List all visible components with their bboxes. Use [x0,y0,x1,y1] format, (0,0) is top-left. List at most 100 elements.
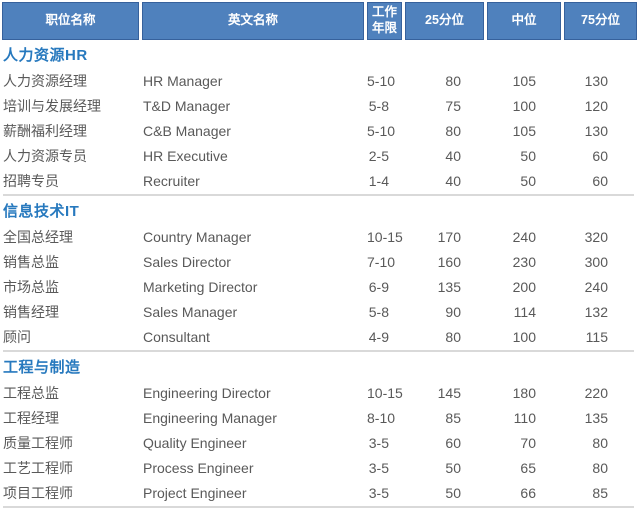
header-cell-p75: 75分位 [564,2,637,40]
cell-position-en: HR Executive [143,147,228,164]
cell-years: 3-5 [368,434,389,451]
section-1: 人力资源HR 人力资源经理 HR Manager 5-10 80 105 130 培训与发展经… [2,40,640,196]
cell-p75: 130 [584,122,608,139]
cell-median: 110 [513,409,536,426]
cell-position-en: T&D Manager [143,97,231,114]
cell-position-en: Project Engineer [143,484,247,501]
cell-p75: 135 [584,409,608,426]
cell-years: 10-15 [367,384,403,401]
cell-p25: 135 [437,278,461,295]
table-row: 市场总监 Marketing Director 6-9 135 200 240 [2,274,640,299]
section-2: 信息技术IT 全国总经理 Country Manager 10-15 170 240 320… [2,196,640,352]
cell-p25: 85 [445,409,461,426]
cell-p75: 132 [584,303,608,320]
table-row: 质量工程师 Quality Engineer 3-5 60 70 80 [2,430,640,455]
cell-years: 5-8 [368,97,389,114]
cell-p75: 220 [584,384,608,401]
cell-median: 230 [512,253,536,270]
cell-p75: 80 [592,434,608,451]
cell-position-cn: 质量工程师 [3,434,73,451]
cell-years: 2-5 [368,147,389,164]
table-row: 人力资源经理 HR Manager 5-10 80 105 130 [2,68,640,93]
table-body: 人力资源HR 人力资源经理 HR Manager 5-10 80 105 130 培训与发展经… [2,40,640,508]
table-row: 工程经理 Engineering Manager 8-10 85 110 135 [2,405,640,430]
cell-position-cn: 工程总监 [3,384,59,401]
table-row: 薪酬福利经理 C&B Manager 5-10 80 105 130 [2,118,640,143]
table-row: 项目工程师 Project Engineer 3-5 50 66 85 [2,480,640,505]
cell-median: 50 [520,147,536,164]
table-row: 销售总监 Sales Director 7-10 160 230 300 [2,249,640,274]
header-cell-p25: 25分位 [405,2,484,40]
section-title: 工程与制造 [3,358,81,376]
cell-p25: 75 [445,97,461,114]
cell-p75: 130 [584,72,608,89]
cell-median: 200 [512,278,536,295]
cell-median: 105 [512,72,536,89]
cell-p25: 80 [445,72,461,89]
section-divider [3,194,634,196]
header-cell-median: 中位 [487,2,561,40]
cell-years: 5-10 [367,72,396,89]
cell-years: 3-5 [368,459,389,476]
cell-years: 3-5 [368,484,389,501]
cell-position-cn: 顾问 [3,328,31,345]
cell-p75: 320 [584,228,608,245]
cell-years: 6-9 [368,278,389,295]
cell-p25: 145 [437,384,461,401]
cell-median: 66 [520,484,536,501]
cell-median: 65 [520,459,536,476]
table-row: 招聘专员 Recruiter 1-4 40 50 60 [2,168,640,193]
cell-position-cn: 培训与发展经理 [3,97,101,114]
cell-p75: 240 [584,278,608,295]
cell-years: 4-9 [368,328,389,345]
cell-p25: 50 [445,484,461,501]
cell-position-cn: 销售总监 [3,253,59,270]
cell-position-cn: 市场总监 [3,278,59,295]
cell-position-en: Process Engineer [143,459,254,476]
cell-position-cn: 人力资源经理 [3,72,87,89]
cell-position-en: HR Manager [143,72,223,89]
header-cell-position-en: 英文名称 [142,2,364,40]
cell-p75: 120 [584,97,608,114]
table-row: 销售经理 Sales Manager 5-8 90 114 132 [2,299,640,324]
table-row: 工艺工程师 Process Engineer 3-5 50 65 80 [2,455,640,480]
cell-position-en: Engineering Director [143,384,271,401]
cell-p25: 170 [437,228,461,245]
cell-years: 5-8 [368,303,389,320]
cell-p25: 40 [445,172,461,189]
cell-median: 100 [512,328,536,345]
cell-p75: 115 [585,328,608,345]
cell-median: 105 [512,122,536,139]
cell-median: 240 [512,228,536,245]
cell-p75: 60 [592,147,608,164]
cell-median: 180 [512,384,536,401]
cell-p75: 60 [592,172,608,189]
header-cell-years: 工作年限 [367,2,402,40]
cell-years: 1-4 [368,172,389,189]
cell-position-cn: 招聘专员 [3,172,59,189]
cell-position-en: Sales Director [143,253,231,270]
table-row: 顾问 Consultant 4-9 80 100 115 [2,324,640,349]
cell-position-cn: 工艺工程师 [3,459,73,476]
cell-median: 50 [520,172,536,189]
table-row: 工程总监 Engineering Director 10-15 145 180 220 [2,380,640,405]
section-divider [3,350,634,352]
cell-p75: 85 [592,484,608,501]
cell-p25: 50 [445,459,461,476]
cell-position-en: Quality Engineer [143,434,247,451]
section-3: 工程与制造工程总监 Engineering Director 10-15 145 180… [2,352,640,508]
header-cell-position-cn: 职位名称 [2,2,139,40]
cell-position-en: Consultant [143,328,210,345]
cell-p25: 90 [445,303,461,320]
cell-p25: 60 [445,434,461,451]
cell-p75: 80 [592,459,608,476]
cell-position-en: Sales Manager [143,303,238,320]
cell-position-en: C&B Manager [143,122,231,139]
cell-p25: 80 [445,328,461,345]
cell-position-en: Marketing Director [143,278,258,295]
cell-p75: 300 [584,253,608,270]
cell-position-cn: 销售经理 [3,303,59,320]
cell-years: 10-15 [367,228,403,245]
cell-position-cn: 项目工程师 [3,484,73,501]
section-title: 人力资源HR [3,46,88,64]
